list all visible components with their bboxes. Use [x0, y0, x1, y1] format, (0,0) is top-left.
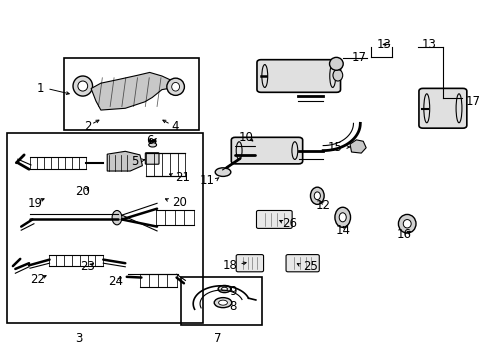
Text: 24: 24: [108, 275, 123, 288]
Ellipse shape: [335, 207, 350, 227]
FancyBboxPatch shape: [256, 211, 292, 228]
Ellipse shape: [78, 81, 88, 91]
Text: 20: 20: [75, 185, 90, 198]
Text: 6: 6: [146, 134, 154, 147]
Text: 7: 7: [215, 332, 222, 345]
FancyBboxPatch shape: [231, 137, 303, 164]
Text: 23: 23: [80, 260, 95, 273]
Text: 22: 22: [30, 273, 46, 286]
Text: 2: 2: [84, 121, 92, 134]
Ellipse shape: [218, 285, 231, 293]
Ellipse shape: [219, 300, 227, 305]
Ellipse shape: [292, 142, 298, 159]
Polygon shape: [107, 151, 143, 171]
Text: 13: 13: [377, 38, 392, 51]
Ellipse shape: [330, 64, 336, 87]
Text: 25: 25: [303, 260, 318, 273]
Ellipse shape: [424, 94, 430, 123]
Ellipse shape: [333, 69, 343, 81]
Text: 16: 16: [397, 228, 412, 241]
Text: 12: 12: [316, 199, 331, 212]
Polygon shape: [91, 72, 179, 110]
Ellipse shape: [339, 213, 346, 222]
Text: 9: 9: [229, 285, 236, 298]
Ellipse shape: [172, 82, 179, 91]
Text: 17: 17: [351, 51, 366, 64]
Text: 5: 5: [131, 155, 139, 168]
Text: 19: 19: [27, 197, 43, 210]
Bar: [6, 134, 203, 323]
Text: 18: 18: [222, 259, 237, 272]
Ellipse shape: [398, 215, 416, 233]
Text: 10: 10: [239, 131, 253, 144]
Ellipse shape: [221, 287, 227, 291]
Ellipse shape: [167, 78, 184, 95]
Text: 8: 8: [229, 300, 236, 313]
Text: 26: 26: [282, 217, 297, 230]
Text: 14: 14: [335, 224, 350, 237]
FancyBboxPatch shape: [286, 255, 319, 272]
Ellipse shape: [314, 192, 320, 200]
Text: 15: 15: [328, 140, 343, 153]
FancyBboxPatch shape: [146, 153, 159, 164]
Text: 20: 20: [172, 196, 187, 209]
Text: 21: 21: [175, 171, 191, 184]
Ellipse shape: [112, 211, 122, 225]
Polygon shape: [350, 140, 366, 153]
Ellipse shape: [262, 64, 268, 87]
Text: 17: 17: [466, 95, 481, 108]
FancyBboxPatch shape: [257, 60, 341, 92]
Ellipse shape: [311, 187, 324, 204]
FancyBboxPatch shape: [419, 88, 467, 128]
Ellipse shape: [236, 142, 242, 159]
Ellipse shape: [403, 220, 411, 228]
Ellipse shape: [73, 76, 93, 96]
FancyBboxPatch shape: [236, 255, 264, 272]
Ellipse shape: [214, 298, 232, 308]
Ellipse shape: [149, 143, 157, 147]
Text: 3: 3: [75, 332, 82, 345]
Bar: [181, 277, 262, 325]
Text: 4: 4: [172, 121, 179, 134]
Ellipse shape: [215, 168, 231, 176]
Ellipse shape: [330, 57, 343, 70]
Ellipse shape: [456, 94, 462, 123]
Text: 1: 1: [37, 82, 45, 95]
Bar: [64, 58, 198, 130]
Text: 11: 11: [200, 174, 215, 186]
Text: 13: 13: [422, 38, 437, 51]
